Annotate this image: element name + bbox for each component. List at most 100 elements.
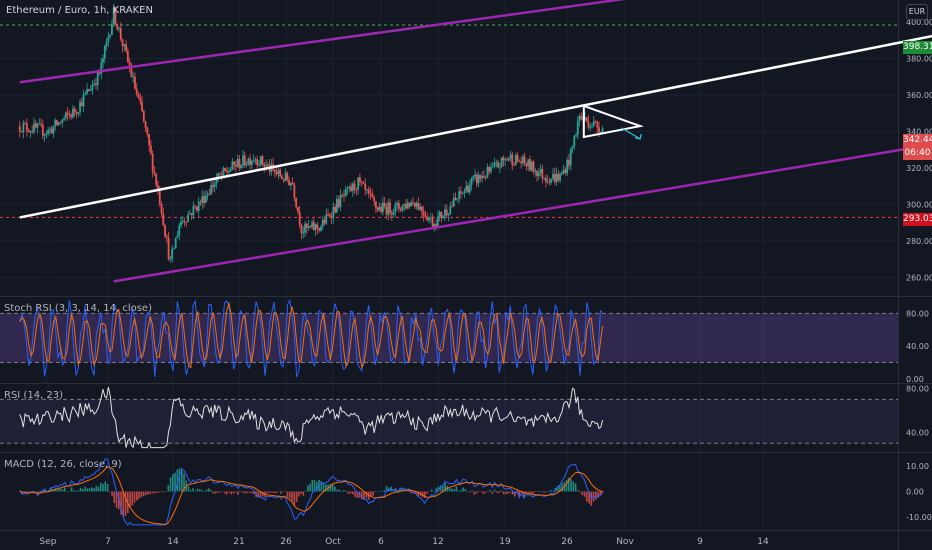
macd-histogram-bar [32, 490, 35, 492]
macd-histogram-bar [527, 491, 530, 493]
candle-down [128, 61, 131, 68]
candle-down [119, 28, 122, 40]
candle-down [350, 186, 352, 192]
candle-up [438, 212, 441, 217]
candle-down [249, 158, 251, 165]
candle-down [185, 221, 188, 223]
macd-histogram-bar [192, 488, 194, 492]
macd-histogram-bar [73, 490, 75, 492]
candle-down [376, 207, 379, 211]
x-axis-label: 6 [378, 537, 384, 547]
macd-histogram-bar [601, 491, 604, 493]
macd-histogram-bar [401, 488, 404, 492]
macd-title[interactable]: MACD (12, 26, close, 9) [4, 459, 122, 470]
candle-down [95, 83, 97, 85]
macd-histogram-bar [271, 491, 273, 493]
macd-histogram-bar [482, 491, 485, 495]
candle-up [500, 157, 503, 167]
candle-up [91, 85, 94, 91]
candle-down [355, 189, 358, 191]
candle-down [353, 183, 356, 190]
candle-down [266, 164, 269, 166]
currency-button[interactable]: EUR [906, 4, 928, 20]
symbol-title[interactable]: Ethereum / Euro, 1h, KRAKEN [6, 5, 153, 16]
candle-down [305, 223, 308, 228]
macd-histogram-bar [124, 491, 127, 516]
macd-histogram-bar [210, 490, 212, 492]
macd-histogram-bar [588, 491, 590, 504]
candle-down [167, 237, 170, 260]
macd-histogram-bar [491, 491, 494, 494]
candle-down [295, 197, 298, 208]
macd-histogram-bar [190, 490, 192, 492]
macd-histogram-bar [381, 491, 383, 492]
macd-histogram-bar [334, 486, 336, 492]
macd-histogram-bar [309, 483, 311, 492]
candle-down [66, 112, 69, 115]
macd-histogram-bar [169, 477, 172, 492]
candle-down [291, 182, 294, 185]
candle-down [226, 170, 228, 173]
candle-down [426, 217, 429, 221]
macd-histogram-bar [253, 491, 255, 495]
macd-histogram-bar [385, 485, 388, 492]
macd-histogram-bar [543, 491, 545, 493]
candle-down [488, 167, 491, 172]
candle-down [532, 161, 535, 172]
macd-histogram-bar [475, 491, 478, 494]
y-axis[interactable]: 400.00 380.00 360.00 340.00 320.00 300.00 280.… [906, 18, 932, 522]
chart-drawings[interactable] [19, 0, 932, 283]
level-high-tag: 398.31 [903, 41, 932, 54]
candle-down [359, 177, 361, 182]
signal-line [19, 466, 603, 525]
candle-up [527, 159, 530, 167]
candle-up [550, 178, 553, 183]
candle-up [562, 169, 565, 173]
macd-histogram-bar [205, 489, 208, 492]
candle-up [217, 173, 220, 180]
macd-histogram-bar [154, 491, 156, 494]
candle-up [534, 170, 537, 172]
candle-down [194, 205, 197, 207]
candle-up [284, 172, 287, 181]
macd-histogram-bar [239, 491, 242, 492]
candle-up [204, 195, 207, 203]
macd-histogram-bar [415, 491, 417, 494]
candle-up [433, 224, 436, 227]
candle-down [412, 202, 414, 204]
x-axis[interactable]: Sep 7 14 21 26 Oct 6 12 19 26 Nov 9 14 [40, 537, 769, 547]
macd-histogram-bar [248, 491, 251, 493]
macd-histogram-bar [352, 491, 354, 495]
candle-up [406, 202, 409, 209]
macd-histogram-bar [165, 491, 167, 492]
price-axis-label: 400.00 [906, 18, 932, 27]
macd-histogram-bar [579, 491, 581, 493]
candle-up [22, 123, 25, 133]
macd-histogram-bar [129, 491, 131, 507]
candle-down [557, 173, 560, 181]
candle-down [585, 117, 588, 122]
candle-down [483, 176, 485, 178]
candle-up [112, 7, 115, 24]
candle-up [33, 123, 35, 133]
candle-down [137, 93, 140, 98]
candle-down [327, 214, 329, 216]
candle-up [102, 58, 104, 63]
candle-down [389, 202, 391, 213]
macd-histogram-bar [570, 479, 572, 492]
candle-up [566, 160, 569, 174]
macd-histogram-bar [433, 490, 435, 492]
candle-up [86, 89, 89, 94]
macd-histogram-bar [372, 491, 374, 496]
macd-histogram-bar [349, 491, 352, 494]
macd-histogram-bar [565, 479, 568, 492]
price-axis-label: 380.00 [906, 54, 932, 63]
candle-up [583, 117, 586, 120]
stoch-rsi-title[interactable]: Stoch RSI (3, 3, 14, 14, close) [4, 303, 152, 314]
candle-down [373, 197, 375, 202]
candle-up [468, 185, 471, 193]
rsi-title[interactable]: RSI (14, 23) [4, 390, 64, 401]
candle-down [282, 178, 285, 181]
macd-histogram-bar [28, 491, 30, 493]
